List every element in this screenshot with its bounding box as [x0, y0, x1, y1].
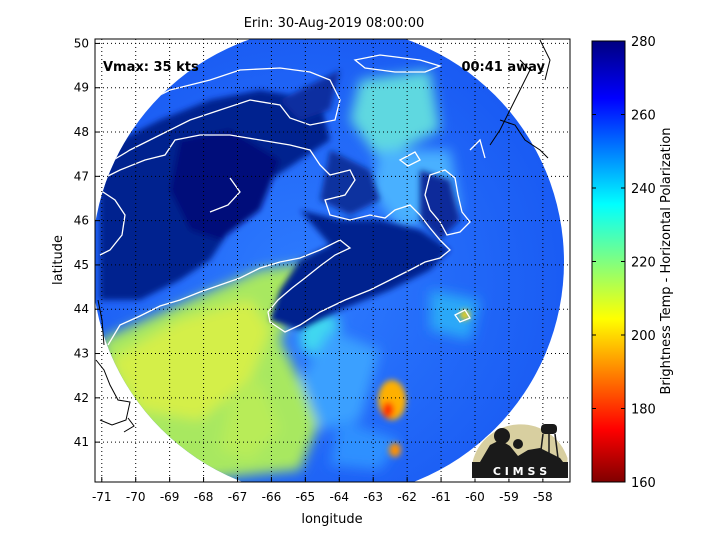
cimss-logo-text: C I M S S: [493, 465, 547, 478]
microwave-swath: [95, 39, 564, 482]
vmax-annotation: Vmax: 35 kts: [103, 60, 199, 75]
y-axis-ticks: 41 42 43 44 45 46 47 48 49 50: [74, 36, 100, 449]
y-tick-label: 49: [74, 81, 89, 95]
y-tick-label: 46: [74, 214, 89, 228]
x-axis-label: longitude: [301, 512, 362, 527]
x-tick-label: -71: [92, 490, 112, 504]
x-tick-label: -63: [363, 490, 383, 504]
x-tick-label: -70: [126, 490, 146, 504]
y-tick-label: 47: [74, 169, 89, 183]
colorbar-gradient: [591, 40, 626, 483]
x-tick-label: -65: [296, 490, 316, 504]
colorbar-tick-label: 260: [631, 109, 656, 124]
time-away-annotation: 00:41 away: [461, 60, 545, 75]
x-tick-label: -68: [194, 490, 214, 504]
colorbar-tick-label: 220: [631, 256, 656, 271]
y-axis-label: latitude: [51, 235, 66, 285]
y-tick-label: 41: [74, 435, 89, 449]
x-tick-label: -66: [262, 490, 282, 504]
satellite-dish-icon: [494, 428, 510, 444]
colorbar-tick-label: 180: [631, 403, 656, 418]
colorbar-label: Brightness Temp - Horizontal Polarizatio…: [659, 127, 674, 394]
colorbar: 160 180 200 220 240 260 280 Brightness Temp - …: [591, 35, 674, 491]
x-tick-label: -60: [465, 490, 485, 504]
y-tick-label: 42: [74, 391, 89, 405]
x-tick-label: -64: [329, 490, 349, 504]
cimss-logo: C I M S S: [471, 423, 569, 479]
colorbar-tick-label: 240: [631, 182, 656, 197]
x-tick-label: -69: [160, 490, 180, 504]
x-tick-label: -59: [499, 490, 519, 504]
x-tick-label: -62: [397, 490, 417, 504]
y-tick-label: 43: [74, 347, 89, 361]
x-tick-label: -61: [431, 490, 451, 504]
y-tick-label: 48: [74, 125, 89, 139]
colorbar-tick-label: 280: [631, 35, 656, 50]
warm-rain-cells: [378, 310, 470, 457]
colorbar-ticks: 160 180 200 220 240 260 280: [592, 35, 656, 491]
colorbar-tick-label: 160: [631, 476, 656, 491]
y-tick-label: 44: [74, 302, 89, 316]
x-tick-label: -58: [533, 490, 553, 504]
figure-title: Erin: 30-Aug-2019 08:00:00: [244, 16, 425, 31]
y-tick-label: 50: [74, 36, 89, 50]
y-tick-label: 45: [74, 258, 89, 272]
axes-box: [94, 38, 571, 483]
colorbar-tick-label: 200: [631, 329, 656, 344]
water-tower-icon: [541, 424, 557, 434]
x-tick-label: -67: [228, 490, 248, 504]
coastlines: [95, 39, 551, 433]
x-axis-ticks: -71 -70 -69 -68 -67 -66 -65 -64 -63 -62 -61 -60 -59-…: [92, 477, 553, 504]
